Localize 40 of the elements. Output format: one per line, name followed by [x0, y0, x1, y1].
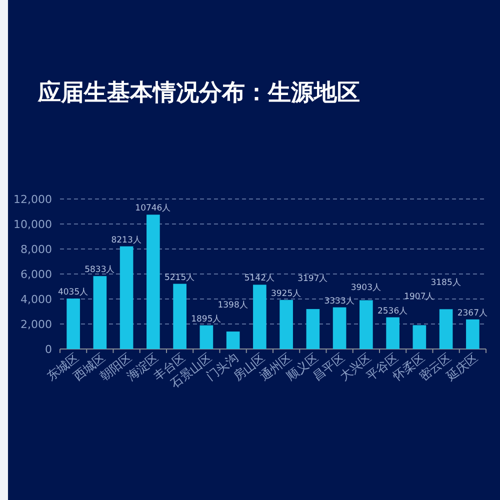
bar [360, 300, 373, 349]
data-label: 3925人 [270, 288, 302, 299]
data-label: 2367人 [457, 307, 488, 318]
data-label: 8213人 [111, 234, 142, 246]
bar [332, 307, 346, 349]
data-label: 10746人 [135, 202, 172, 214]
y-tick-label: 8,000 [20, 243, 52, 256]
bar [66, 298, 80, 349]
y-tick-label: 4,000 [20, 293, 52, 306]
bar [466, 319, 480, 349]
bar [386, 317, 400, 349]
bar [439, 309, 453, 349]
bar [412, 325, 426, 349]
data-label: 3197人 [298, 273, 328, 284]
y-tick-label: 2,000 [20, 318, 52, 331]
data-label: 4035人 [58, 286, 89, 298]
data-label: 1895人 [191, 313, 222, 324]
bar [120, 246, 134, 349]
data-label: 5833人 [84, 264, 116, 276]
y-tick-label: 10,000 [14, 218, 52, 231]
bar [306, 309, 320, 349]
y-tick-label: 6,000 [20, 268, 52, 281]
data-label: 2536人 [377, 305, 408, 316]
bar [280, 300, 293, 349]
data-label: 1907人 [404, 291, 435, 302]
bar [200, 325, 214, 349]
data-label: 3903人 [350, 282, 382, 294]
y-tick-label: 0 [45, 343, 52, 356]
bar [173, 284, 186, 349]
y-tick-label: 12,000 [14, 193, 52, 206]
bar [146, 214, 160, 349]
data-label: 3333人 [324, 295, 355, 306]
data-label: 5142人 [244, 272, 276, 284]
bar [253, 284, 266, 349]
data-label: 1398人 [218, 300, 248, 311]
data-label: 3185人 [430, 277, 462, 288]
bar [226, 332, 240, 349]
bar [93, 276, 107, 349]
data-label: 5215人 [164, 272, 196, 283]
chart-title: 应届生基本情况分布：生源地区 [37, 79, 360, 106]
